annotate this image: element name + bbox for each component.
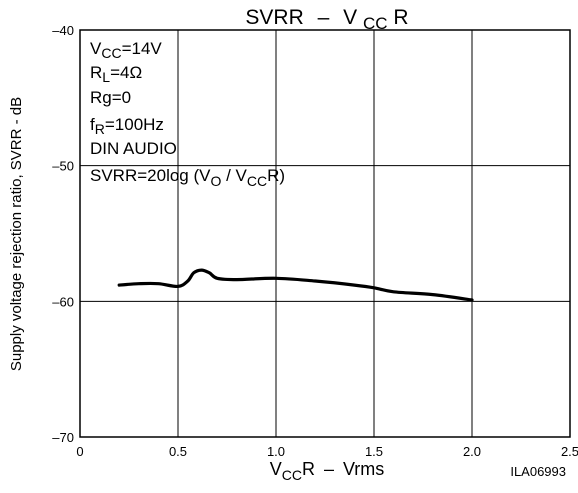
x-tick-label: 2.5 xyxy=(561,444,578,459)
y-tick-label: –60 xyxy=(52,294,74,309)
x-tick-label: 0.5 xyxy=(169,444,187,459)
x-tick-label: 2.0 xyxy=(463,444,481,459)
y-axis-label: Supply voltage rejection ratio, SVRR - d… xyxy=(8,97,25,371)
condition-fr: fR=100Hz xyxy=(90,115,164,137)
x-tick-label: 1.5 xyxy=(365,444,383,459)
condition-rg: Rg=0 xyxy=(90,88,131,107)
x-tick-label: 0 xyxy=(76,444,83,459)
plot-area xyxy=(79,29,571,438)
plot-frame xyxy=(79,29,571,438)
condition-din: DIN AUDIO xyxy=(90,139,177,158)
y-tick-label: –50 xyxy=(52,159,74,174)
series-line xyxy=(117,268,474,302)
chart-title-main: SVRR xyxy=(245,6,303,29)
chart-title-sub: CC xyxy=(363,14,388,33)
chart-title-tail: R xyxy=(393,6,408,29)
chart-title-dash: – xyxy=(318,6,330,29)
x-tick-label: 1.0 xyxy=(267,444,285,459)
x-tick-labels: 0 0.5 1.0 1.5 2.0 2.5 xyxy=(76,444,578,459)
y-tick-label: –70 xyxy=(52,430,74,445)
condition-rl: RL=4Ω xyxy=(90,63,142,85)
conditions-block: VCC=14V RL=4Ω Rg=0 fR=100Hz DIN AUDIO SV… xyxy=(90,39,285,189)
figure-code-label: ILA06993 xyxy=(510,464,566,479)
y-tick-labels: –40 –50 –60 –70 xyxy=(52,23,74,445)
condition-formula: SVRR=20log (VO / VCCR) xyxy=(90,166,285,189)
chart-title-v: V xyxy=(343,6,357,29)
x-axis-label: VCCR – Vrms xyxy=(270,459,385,483)
condition-vcc: VCC=14V xyxy=(90,39,162,61)
chart-title: SVRR – V CC R xyxy=(245,6,408,34)
y-tick-label: –40 xyxy=(52,23,74,38)
